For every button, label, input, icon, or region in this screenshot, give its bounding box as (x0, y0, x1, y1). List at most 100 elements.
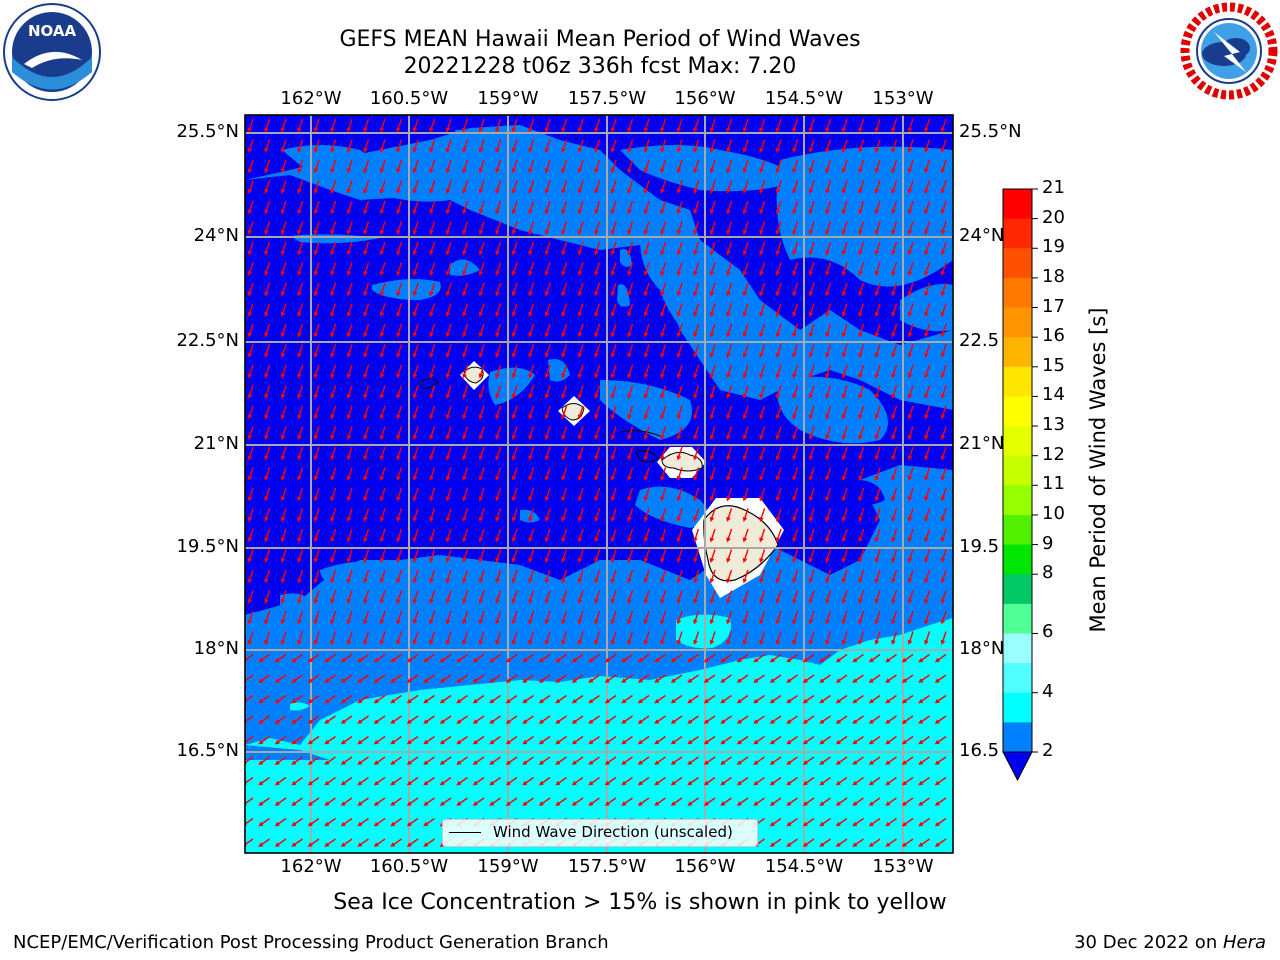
direction-arrow (462, 569, 469, 584)
direction-arrow (462, 159, 469, 174)
direction-arrow (472, 674, 485, 683)
direction-arrow (874, 200, 881, 215)
direction-arrow (346, 528, 353, 543)
direction-arrow (406, 653, 419, 663)
direction-arrow (802, 838, 815, 847)
direction-arrow (610, 405, 617, 420)
direction-arrow (538, 653, 551, 663)
direction-arrow (775, 631, 782, 645)
direction-arrow (786, 838, 798, 847)
direction-arrow (825, 364, 832, 379)
latitude-label-right: 25.5°N (959, 121, 1022, 142)
direction-arrow (643, 446, 650, 461)
direction-arrow (924, 569, 931, 584)
direction-arrow (363, 528, 370, 543)
direction-arrow (555, 756, 567, 765)
direction-arrow (610, 200, 617, 215)
direction-arrow (759, 631, 766, 645)
direction-arrow (594, 446, 601, 461)
direction-arrow (918, 797, 930, 806)
direction-arrow (819, 797, 831, 806)
direction-arrow (379, 610, 386, 625)
direction-arrow (363, 405, 370, 420)
direction-arrow (423, 694, 435, 704)
direction-arrow (561, 159, 568, 174)
direction-arrow (561, 344, 568, 358)
direction-arrow (940, 200, 947, 215)
direction-arrow (709, 241, 716, 256)
direction-arrow (720, 797, 732, 806)
direction-arrow (379, 139, 386, 153)
direction-arrow (687, 694, 699, 704)
direction-arrow (703, 776, 716, 786)
direction-arrow (324, 653, 336, 663)
direction-arrow (835, 838, 848, 847)
direction-arrow (478, 262, 485, 276)
direction-arrow (478, 426, 485, 440)
direction-arrow (835, 817, 848, 827)
direction-arrow (610, 610, 617, 625)
direction-arrow (247, 200, 254, 215)
direction-arrow (792, 590, 799, 604)
direction-arrow (406, 838, 419, 847)
direction-arrow (924, 405, 931, 420)
direction-arrow (495, 180, 502, 194)
direction-arrow (858, 364, 865, 379)
direction-arrow (660, 405, 667, 420)
direction-arrow (528, 405, 535, 420)
direction-arrow (792, 508, 799, 522)
direction-arrow (379, 446, 386, 461)
direction-arrow (676, 610, 683, 625)
direction-arrow (940, 262, 947, 276)
longitude-label-top: 159°W (477, 88, 539, 109)
direction-arrow (934, 674, 947, 683)
direction-arrow (544, 467, 551, 481)
direction-arrow (775, 590, 782, 604)
direction-arrow (792, 364, 799, 379)
direction-arrow (544, 241, 551, 256)
direction-arrow (489, 715, 501, 724)
direction-arrow (495, 364, 502, 379)
direction-arrow (363, 200, 370, 215)
direction-arrow (940, 364, 947, 379)
direction-arrow (808, 467, 815, 481)
direction-arrow (885, 715, 897, 724)
direction-arrow (874, 528, 881, 543)
direction-arrow (495, 528, 502, 543)
direction-arrow (429, 364, 436, 379)
direction-arrow (346, 262, 353, 276)
colorbar-tick-label: 4 (1042, 680, 1054, 702)
direction-arrow (445, 385, 452, 399)
direction-arrow (676, 200, 683, 215)
direction-arrow (841, 405, 848, 420)
direction-arrow (759, 118, 766, 133)
direction-arrow (577, 549, 584, 563)
direction-arrow (363, 262, 370, 276)
direction-arrow (363, 467, 370, 481)
direction-arrow (924, 200, 931, 215)
direction-arrow (561, 446, 568, 461)
direction-arrow (412, 631, 419, 645)
direction-arrow (412, 118, 419, 133)
direction-arrow (654, 797, 666, 806)
direction-arrow (874, 610, 881, 625)
direction-arrow (313, 569, 320, 584)
direction-arrow (610, 508, 617, 522)
direction-arrow (693, 385, 700, 399)
direction-arrow (363, 385, 370, 399)
legend-line-marker (449, 832, 481, 833)
direction-arrow (621, 674, 633, 683)
direction-arrow (858, 385, 865, 399)
direction-arrow (709, 323, 716, 338)
direction-arrow (412, 303, 419, 317)
direction-arrow (792, 303, 799, 317)
direction-arrow (330, 446, 337, 461)
direction-arrow (462, 508, 469, 522)
direction-arrow (924, 631, 931, 645)
direction-arrow (759, 385, 766, 399)
direction-arrow (660, 549, 667, 563)
direction-arrow (571, 715, 584, 724)
direction-arrow (687, 735, 699, 745)
direction-arrow (654, 653, 666, 663)
direction-arrow (363, 241, 370, 256)
